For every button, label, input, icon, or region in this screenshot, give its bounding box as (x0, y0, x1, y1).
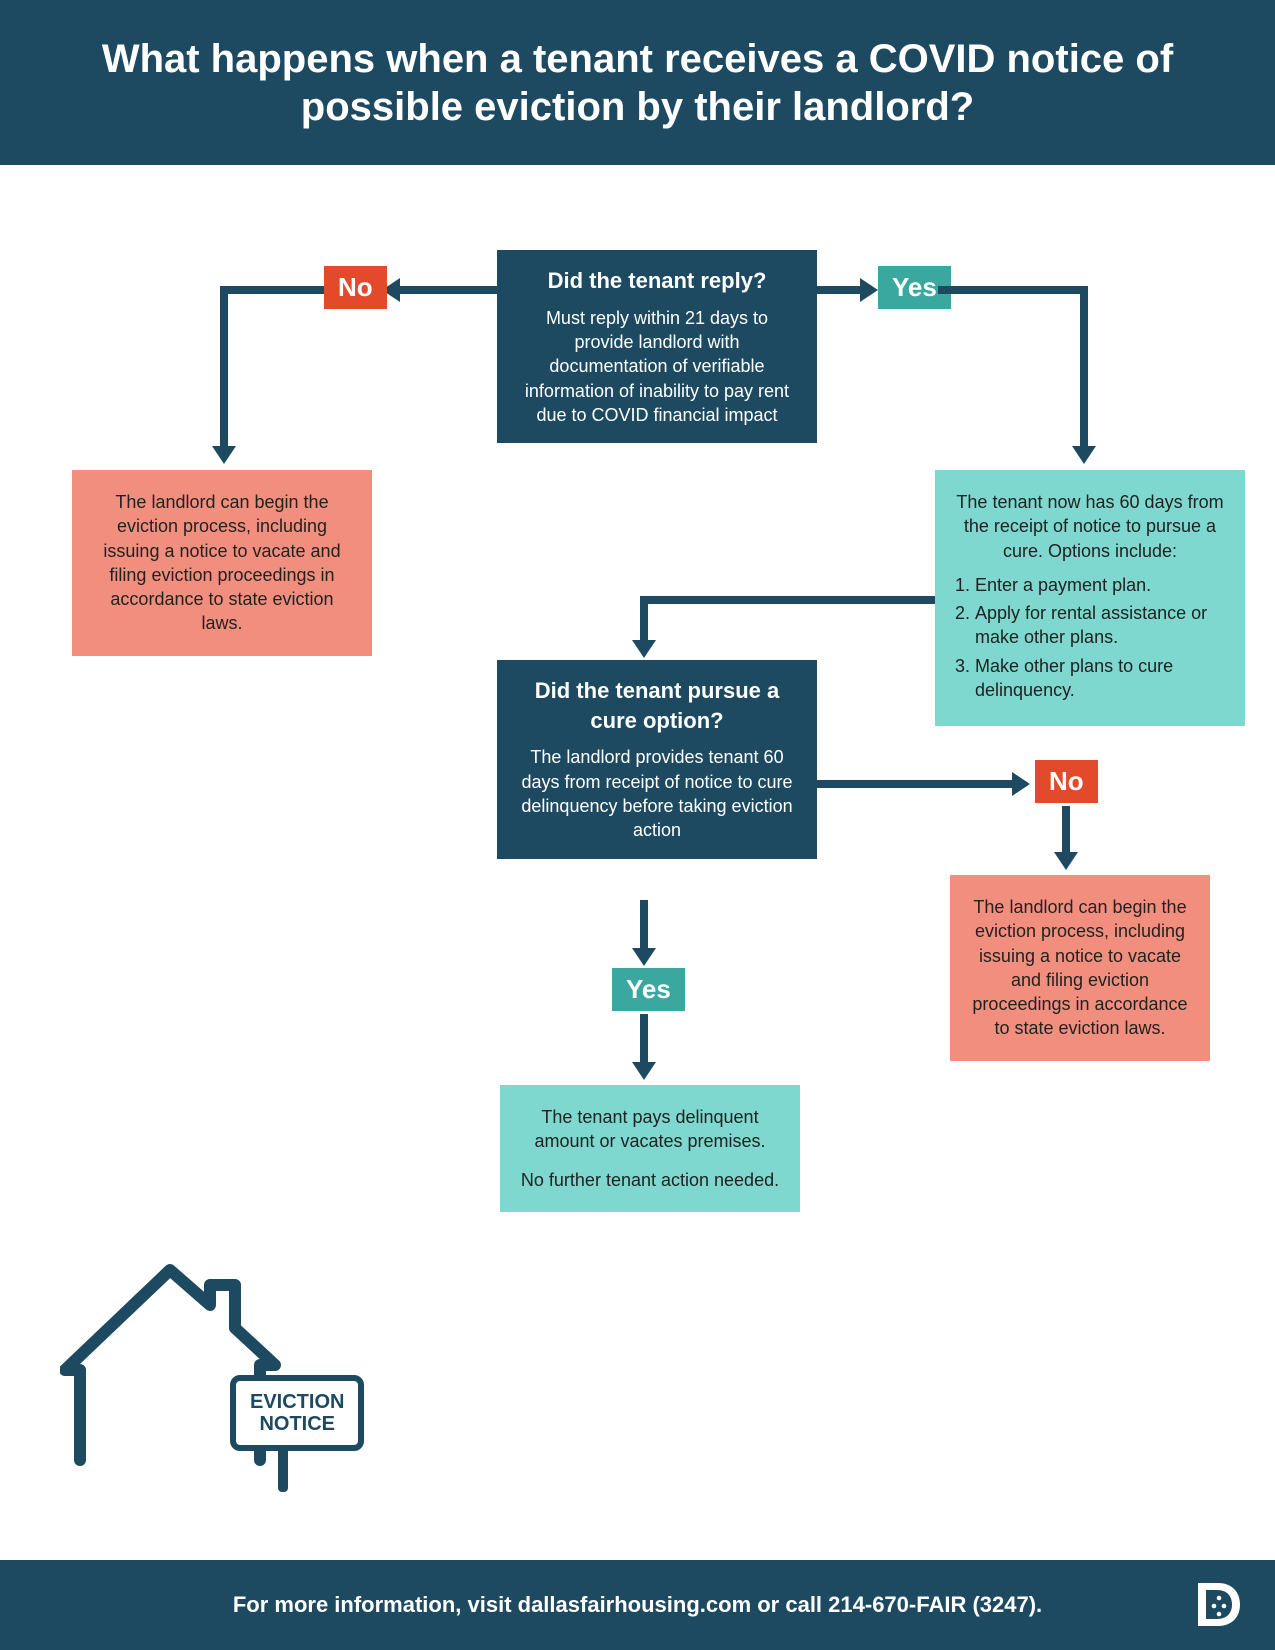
option-3: Make other plans to cure delinquency. (975, 654, 1227, 703)
arrow-line (220, 286, 324, 294)
outcome-no-cure-text: The landlord can begin the eviction proc… (972, 897, 1187, 1038)
outcome-yes-reply: The tenant now has 60 days from the rece… (935, 470, 1245, 726)
option-2: Apply for rental assistance or make othe… (975, 601, 1227, 650)
arrow-head-icon (1054, 852, 1078, 870)
badge-no-2: No (1035, 760, 1098, 803)
arrow-head-icon (860, 278, 878, 302)
arrow-head-icon (1072, 446, 1096, 464)
outcome-yes-cure-line2: No further tenant action needed. (518, 1168, 782, 1192)
arrow-line (640, 1014, 648, 1064)
option-1: Enter a payment plan. (975, 573, 1227, 597)
dallas-logo-icon (1190, 1577, 1245, 1632)
page-title: What happens when a tenant receives a CO… (40, 35, 1235, 131)
outcome-yes-lead: The tenant now has 60 days from the rece… (953, 490, 1227, 563)
decision-cure: Did the tenant pursue a cure option? The… (497, 660, 817, 859)
decision-reply-heading: Did the tenant reply? (515, 266, 799, 296)
decision-cure-body: The landlord provides tenant 60 days fro… (515, 745, 799, 842)
header: What happens when a tenant receives a CO… (0, 0, 1275, 165)
sign-post (278, 1447, 288, 1492)
outcome-yes-cure: The tenant pays delinquent amount or vac… (500, 1085, 800, 1212)
sign-line1: EVICTION (250, 1391, 344, 1413)
footer-text: For more information, visit dallasfairho… (233, 1592, 1042, 1618)
arrow-head-icon (212, 446, 236, 464)
arrow-line (817, 780, 1012, 788)
arrow-line (220, 286, 228, 446)
outcome-no-reply-text: The landlord can begin the eviction proc… (103, 492, 340, 633)
arrow-line (640, 596, 648, 642)
outcome-yes-options: Enter a payment plan. Apply for rental a… (953, 573, 1227, 702)
eviction-sign: EVICTION NOTICE (230, 1375, 364, 1451)
arrow-head-icon (1012, 772, 1030, 796)
arrow-line (817, 286, 860, 294)
page: What happens when a tenant receives a CO… (0, 0, 1275, 1650)
decision-cure-heading: Did the tenant pursue a cure option? (515, 676, 799, 735)
outcome-no-cure: The landlord can begin the eviction proc… (950, 875, 1210, 1061)
footer: For more information, visit dallasfairho… (0, 1560, 1275, 1650)
sign-line2: NOTICE (259, 1413, 335, 1435)
decision-reply: Did the tenant reply? Must reply within … (497, 250, 817, 443)
arrow-line (400, 286, 497, 294)
arrow-line (1062, 806, 1070, 852)
arrow-line (938, 286, 1088, 294)
badge-yes-2: Yes (612, 968, 685, 1011)
badge-no-1: No (324, 266, 387, 309)
outcome-no-reply: The landlord can begin the eviction proc… (72, 470, 372, 656)
outcome-yes-cure-line1: The tenant pays delinquent amount or vac… (518, 1105, 782, 1154)
arrow-head-icon (632, 640, 656, 658)
arrow-head-icon (632, 1062, 656, 1080)
arrow-line (1080, 286, 1088, 446)
arrow-line (640, 596, 935, 604)
decision-reply-body: Must reply within 21 days to provide lan… (515, 306, 799, 427)
arrow-head-icon (632, 948, 656, 966)
arrow-line (640, 900, 648, 950)
